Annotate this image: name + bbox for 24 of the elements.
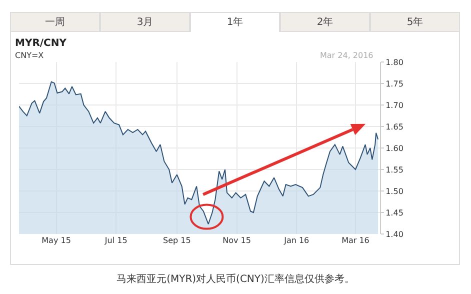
text: 一周 [10,12,100,32]
x-tick-label: May 15 [42,236,71,245]
y-tick-label: 1.60 [386,144,404,153]
x-tick-label: Jan 16 [283,236,310,245]
text: 5年 [370,12,460,32]
y-tick-label: 1.80 [386,58,404,67]
x-tick-label: Jul 15 [104,236,128,245]
y-tick-label: 1.55 [386,165,404,174]
x-tick-label: Nov 15 [222,236,251,245]
y-tick-label: 1.70 [386,100,404,110]
y-tick-label: 1.45 [386,208,404,218]
text: Mar 24, 2016 [320,51,374,60]
x-tick-label: Sep 15 [163,236,191,245]
y-tick-label: 1.75 [386,79,404,88]
text: 2年 [280,12,370,32]
y-tick-label: 1.40 [386,230,404,239]
x-tick-label: Mar 16 [342,236,370,245]
chart-subtitle: CNY=X [15,51,44,60]
text: 1年 [190,12,280,32]
chart-title: MYR/CNY [15,38,66,49]
y-tick-label: 1.65 [386,122,404,132]
text: 马来西亚元(MYR)对人民币(CNY)汇率信息仅供参考。 [116,272,356,286]
text: 3月 [100,12,190,32]
y-tick-label: 1.50 [386,186,404,196]
